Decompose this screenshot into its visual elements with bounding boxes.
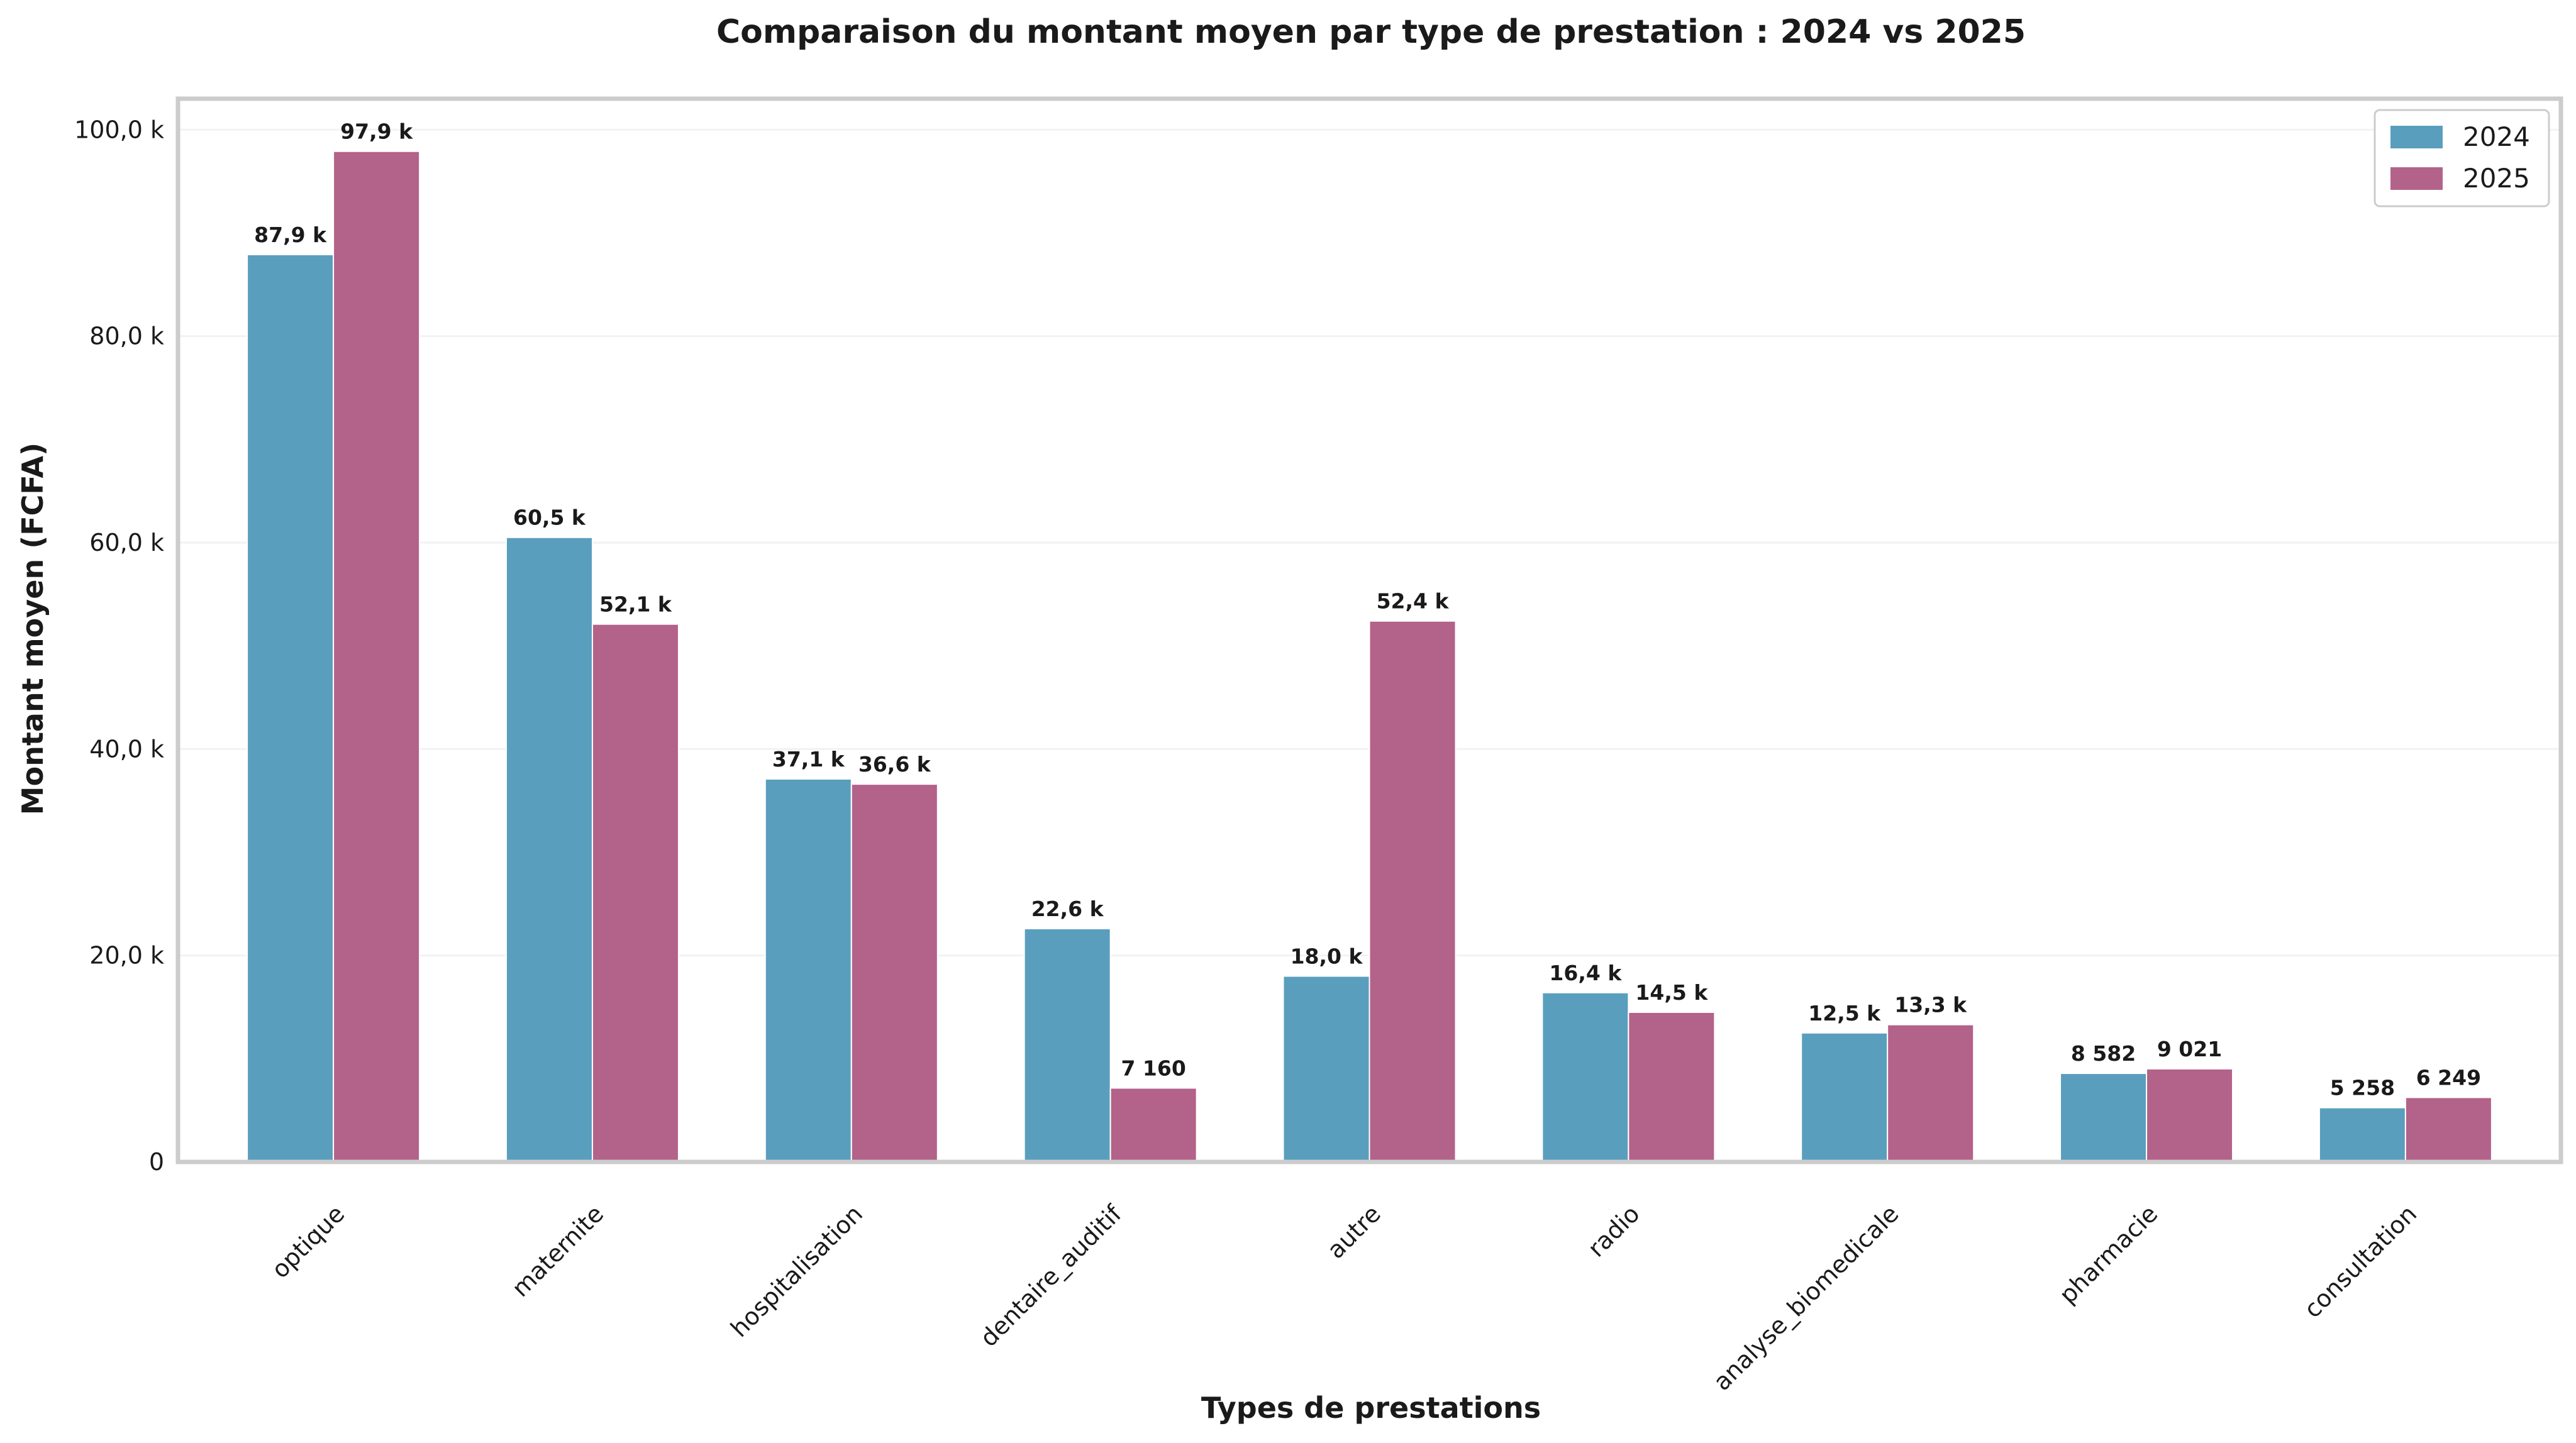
data-label: 97,9 k: [340, 119, 413, 144]
data-label: 13,3 k: [1894, 993, 1967, 1017]
bar-2024-optique: [247, 253, 335, 1163]
legend-swatch: [2390, 126, 2443, 148]
bar-2024-autre: [1282, 975, 1370, 1163]
data-label: 18,0 k: [1291, 944, 1363, 968]
bar-2025-optique: [333, 150, 421, 1163]
bars: [247, 150, 2492, 1163]
y-tick-label: 0: [149, 1148, 164, 1176]
y-axis: 0 20,0 k 40,0 k 60,0 k 80,0 k 100,0 k: [74, 116, 164, 1176]
legend-label: 2025: [2463, 163, 2530, 194]
data-label: 16,4 k: [1549, 961, 1622, 985]
data-labels: 87,9 k 97,9 k 60,5 k 52,1 k 37,1 k 36,6 k 22,6…: [254, 119, 2481, 1100]
x-tick-label: radio: [1582, 1200, 1645, 1263]
x-tick-label: analyse_biomedicale: [1708, 1200, 1904, 1396]
data-label: 52,4 k: [1377, 589, 1450, 614]
y-tick-label: 60,0 k: [89, 529, 164, 556]
bar-2025-autre: [1368, 620, 1457, 1163]
data-label: 7 160: [1121, 1056, 1185, 1080]
bar-2024-pharmacie: [2060, 1073, 2148, 1163]
x-tick-label: dentaire_auditif: [975, 1199, 1128, 1352]
y-tick-label: 80,0 k: [89, 323, 164, 350]
x-axis: optique maternite hospitalisation dentaire_…: [266, 1199, 2422, 1396]
bar-2025-hospitalisation: [850, 783, 938, 1163]
plot-frame: [175, 96, 2563, 1164]
data-label: 87,9 k: [254, 223, 327, 247]
bar-2025-pharmacie: [2146, 1068, 2234, 1163]
x-tick-label: consultation: [2299, 1200, 2422, 1323]
x-tick-label: maternite: [506, 1200, 609, 1302]
y-tick-label: 20,0 k: [89, 942, 164, 970]
data-label: 60,5 k: [513, 506, 586, 530]
legend-swatch: [2390, 167, 2443, 190]
bar-2024-dentaire_auditif: [1023, 927, 1111, 1163]
bar-2024-maternite: [505, 536, 593, 1163]
legend-label: 2024: [2463, 121, 2530, 152]
y-tick-label: 40,0 k: [89, 735, 164, 763]
bar-2024-radio: [1541, 992, 1629, 1163]
x-tick-label: pharmacie: [2054, 1200, 2163, 1309]
data-label: 52,1 k: [599, 592, 672, 617]
bar-2025-dentaire_auditif: [1109, 1087, 1197, 1163]
legend: 2024 2025: [2373, 109, 2550, 207]
bar-2024-hospitalisation: [764, 778, 852, 1163]
y-axis-label: Montant moyen (FCFA): [16, 443, 50, 815]
y-tick-label: 100,0 k: [74, 116, 164, 143]
x-axis-label: Types de prestations: [1201, 1391, 1541, 1425]
data-label: 12,5 k: [1808, 1001, 1881, 1026]
data-label: 37,1 k: [772, 747, 845, 771]
data-label: 9 021: [2157, 1037, 2222, 1061]
x-tick-label: autre: [1322, 1200, 1386, 1264]
bar-2025-analyse_biomedicale: [1887, 1024, 1975, 1163]
bar-2025-consultation: [2404, 1097, 2492, 1163]
data-label: 14,5 k: [1635, 980, 1708, 1005]
data-label: 5 258: [2330, 1076, 2395, 1100]
bar-2024-analyse_biomedicale: [1801, 1032, 1889, 1163]
bar-2025-radio: [1628, 1011, 1716, 1163]
chart-title: Comparaison du montant moyen par type de…: [716, 13, 2026, 51]
data-label: 8 582: [2071, 1041, 2136, 1066]
data-label: 36,6 k: [858, 752, 931, 777]
x-tick-label: hospitalisation: [725, 1200, 868, 1342]
data-label: 6 249: [2416, 1065, 2481, 1090]
x-tick-label: optique: [266, 1200, 350, 1283]
data-label: 22,6 k: [1031, 897, 1104, 921]
bar-2025-maternite: [591, 623, 679, 1163]
bar-2024-consultation: [2318, 1107, 2406, 1163]
